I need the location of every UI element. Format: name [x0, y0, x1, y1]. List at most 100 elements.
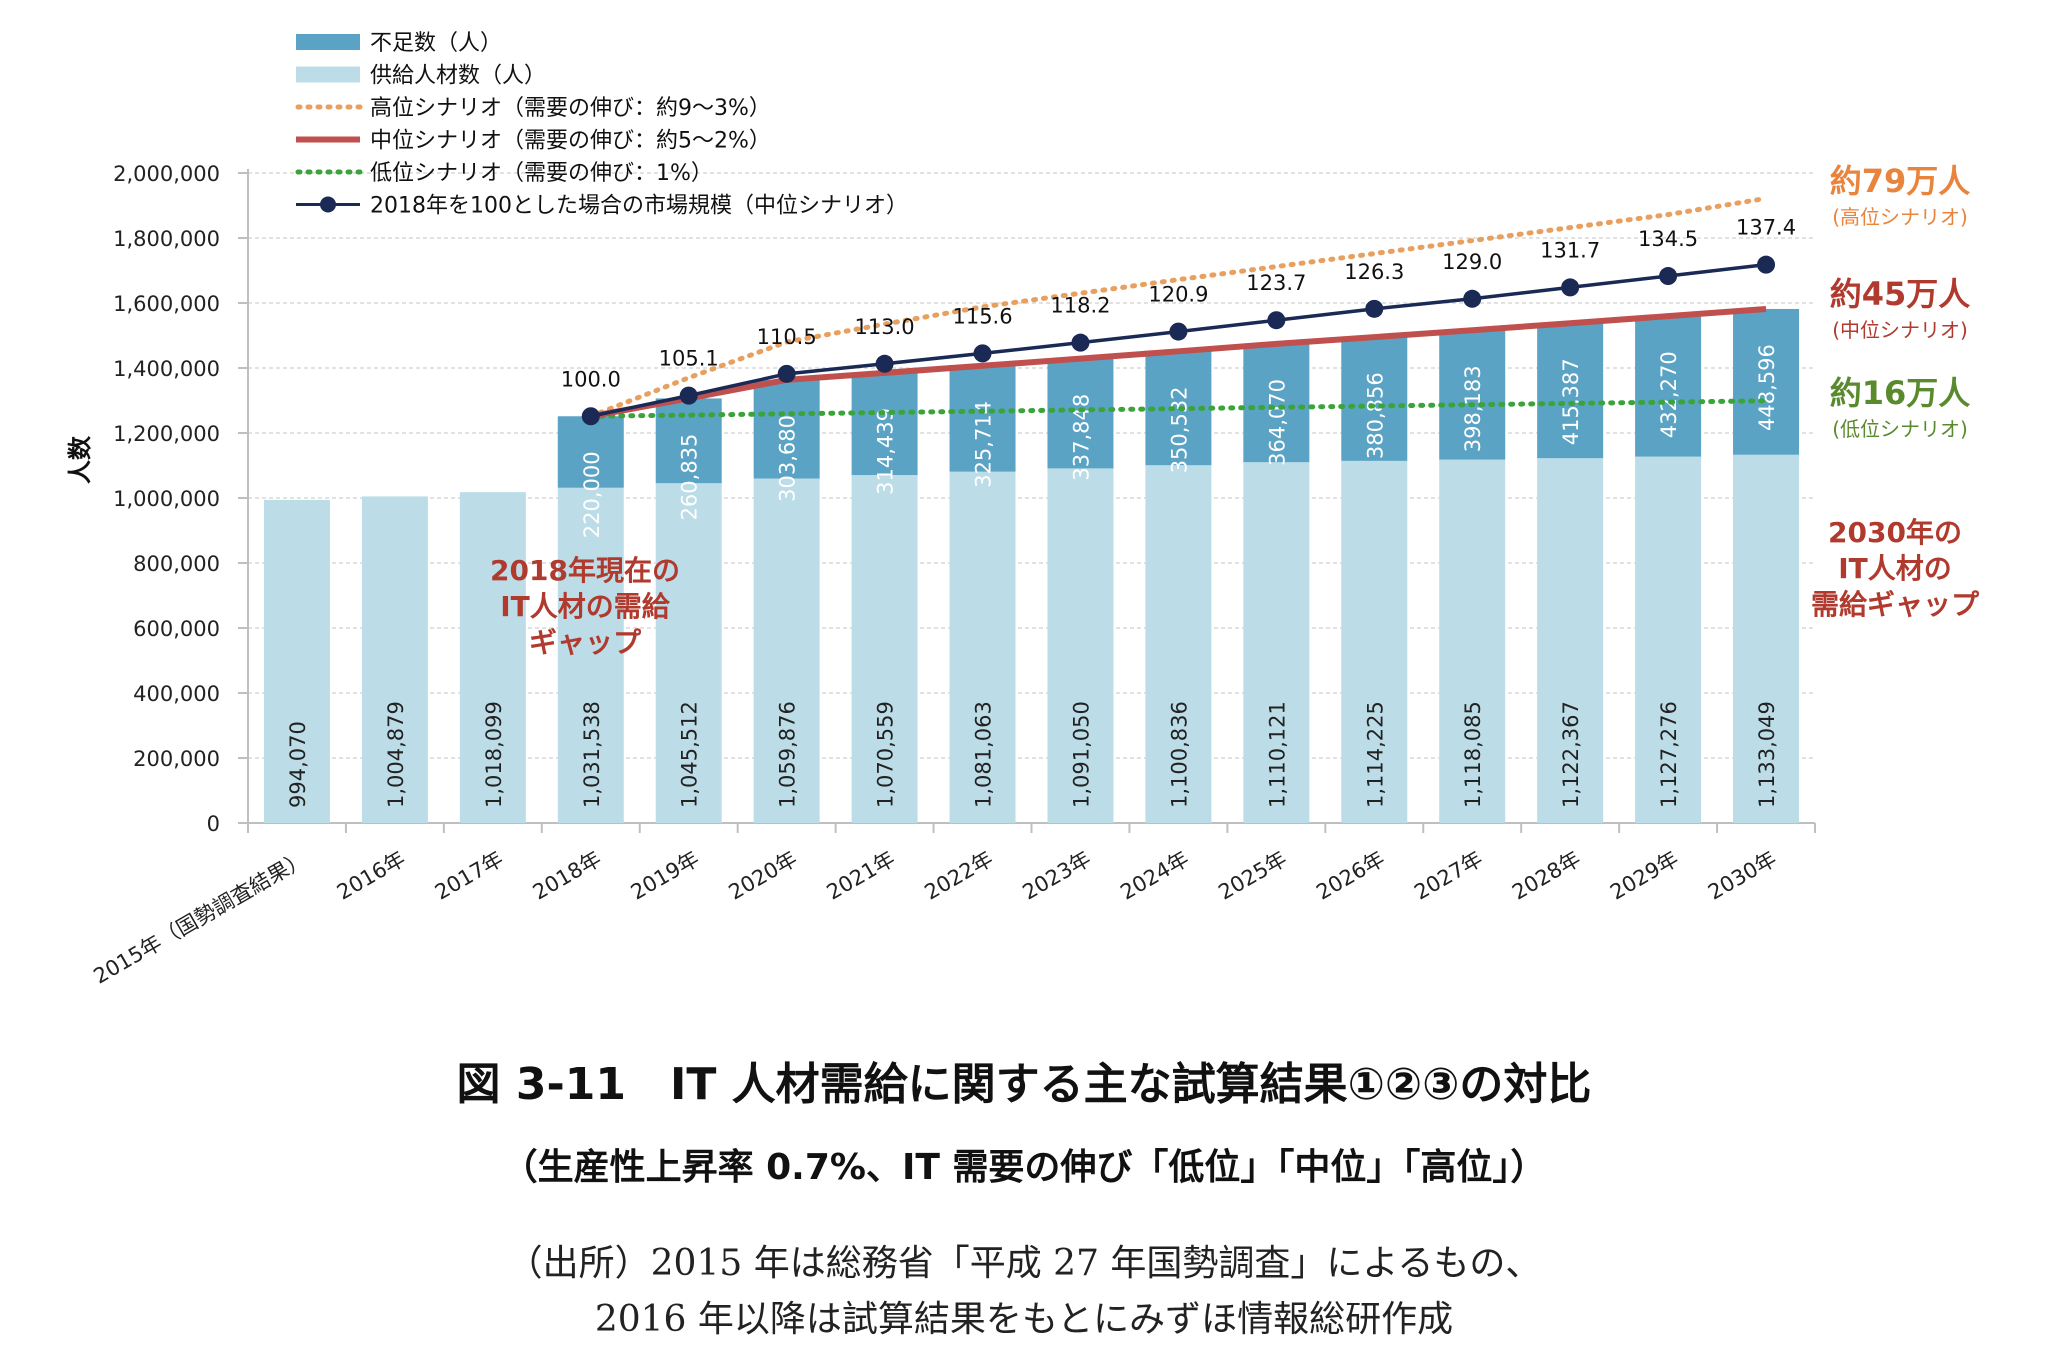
supply-value-label: 1,091,050 [1069, 701, 1093, 808]
source-note-line-2: 2016 年以降は試算結果をもとにみずほ情報総研作成 [594, 1299, 1454, 1340]
bar-supply [557, 487, 624, 823]
low-scenario-line [588, 398, 1769, 419]
market-index-point [1561, 278, 1580, 297]
market-index-label: 120.9 [1148, 283, 1208, 307]
supply-value-label: 1,100,836 [1167, 701, 1191, 808]
legend-label: 高位シナリオ（需要の伸び：約9～3%） [370, 96, 771, 121]
x-tick-label: 2027年 [1410, 847, 1486, 905]
market-index-label: 100.0 [561, 367, 621, 391]
y-tick-label: 1,800,000 [113, 227, 220, 251]
bar-supply [361, 496, 428, 823]
supply-value-label: 1,059,876 [776, 701, 800, 808]
shortage-value-label: 448,596 [1755, 344, 1779, 431]
high-scenario-line [588, 195, 1769, 419]
figure-title: 図 3-11 IT 人材需給に関する主な試算結果①②③の対比 [456, 1059, 1592, 1110]
legend-swatch [296, 34, 360, 50]
bar-supply [1733, 454, 1800, 823]
x-tick-label: 2016年 [333, 847, 409, 905]
y-tick-label: 200,000 [133, 747, 220, 771]
bar-supply [459, 492, 526, 823]
bar-supply [1439, 459, 1506, 823]
bar-shortage [1537, 323, 1604, 459]
mid-gap-label: (中位シナリオ) [1832, 318, 1968, 342]
market-index-label: 129.0 [1442, 250, 1502, 274]
bar-supply [753, 478, 820, 823]
bar-supply [1047, 468, 1114, 823]
bar-supply [1243, 462, 1310, 823]
bar-supply [1537, 458, 1604, 823]
market-index-label: 113.0 [855, 315, 915, 339]
supply-value-label: 1,045,512 [678, 701, 702, 808]
supply-value-label: 1,004,879 [384, 701, 408, 808]
market-index-label: 115.6 [952, 304, 1012, 328]
supply-value-label: 1,018,099 [482, 701, 506, 808]
shortage-value-label: 432,270 [1657, 351, 1681, 438]
market-index-point [1267, 311, 1286, 330]
market-index-point [1169, 322, 1188, 341]
y-tick-label: 1,000,000 [113, 487, 220, 511]
bar-shortage [1635, 316, 1702, 457]
shortage-value-label: 398,183 [1461, 365, 1485, 452]
y-tick-label: 1,400,000 [113, 357, 220, 381]
gap-2030-annotation: 2030年の [1828, 516, 1962, 549]
market-index-label: 110.5 [757, 325, 817, 349]
market-index-label: 134.5 [1638, 227, 1698, 251]
bar-supply [1635, 456, 1702, 823]
bar-supply [1145, 465, 1212, 823]
supply-value-label: 1,133,049 [1755, 701, 1779, 808]
market-index-label: 131.7 [1540, 238, 1600, 262]
low-gap-value: 約16万人 [1830, 374, 1971, 412]
gap-2030-annotation: IT人材の [1838, 552, 1952, 585]
market-index-point [1365, 299, 1384, 318]
supply-value-label: 1,114,225 [1363, 701, 1387, 808]
mid-gap-value: 約45万人 [1830, 275, 1971, 313]
gap-2018-annotation: 2018年現在の [490, 554, 680, 587]
bar-shortage [1341, 337, 1408, 461]
shortage-value-label: 314,439 [874, 408, 898, 495]
bar-supply [655, 483, 722, 823]
high-gap-label: (高位シナリオ) [1832, 205, 1968, 229]
supply-value-label: 1,070,559 [874, 701, 898, 808]
market-index-label: 123.7 [1246, 271, 1306, 295]
bar-shortage [1047, 358, 1114, 469]
gap-2018-annotation: IT人材の需給 [500, 590, 671, 623]
bar-shortage [1243, 343, 1310, 463]
y-tick-label: 600,000 [133, 617, 220, 641]
bar-shortage [949, 365, 1016, 472]
y-axis-label: 人数 [66, 435, 94, 484]
gap-2030-annotation: 需給ギャップ [1811, 588, 1980, 621]
legend-label: 低位シナリオ（需要の伸び：1%） [370, 161, 713, 186]
gap-2018-annotation: ギャップ [529, 626, 642, 659]
bar-supply [263, 499, 330, 823]
shortage-value-label: 303,680 [776, 415, 800, 502]
market-index-point [581, 407, 600, 426]
x-tick-label: 2020年 [725, 847, 801, 905]
supply-value-label: 1,122,367 [1559, 701, 1583, 808]
legend-label: 供給人材数（人） [370, 64, 546, 89]
x-tick-label: 2024年 [1116, 847, 1192, 905]
shortage-value-label: 260,835 [678, 434, 702, 521]
market-index-label: 137.4 [1736, 216, 1796, 240]
supply-value-label: 1,031,538 [580, 701, 604, 808]
shortage-value-label: 325,714 [972, 401, 996, 488]
market-index-point [1757, 255, 1776, 274]
market-index-point [777, 364, 796, 383]
bar-shortage [851, 372, 918, 476]
legend-label: 中位シナリオ（需要の伸び：約5～2%） [370, 129, 771, 154]
shortage-value-label: 350,532 [1167, 386, 1191, 473]
legend-swatch [320, 196, 336, 213]
bar-shortage [753, 379, 820, 479]
figure-subtitle: （生産性上昇率 0.7%、IT 需要の伸び「低位」「中位」「高位」） [501, 1147, 1547, 1188]
bar-supply [949, 471, 1016, 823]
y-tick-label: 1,200,000 [113, 422, 220, 446]
low-gap-label: (低位シナリオ) [1832, 417, 1968, 441]
market-index-point [1463, 289, 1482, 308]
market-index-point [973, 344, 992, 363]
bar-shortage [1439, 330, 1506, 460]
market-index-label: 105.1 [659, 347, 719, 371]
y-tick-label: 400,000 [133, 682, 220, 706]
x-tick-label: 2015年（国勢調査結果） [89, 847, 311, 989]
shortage-value-label: 337,848 [1069, 394, 1093, 481]
x-tick-label: 2017年 [431, 847, 507, 905]
bar-shortage [557, 416, 624, 488]
